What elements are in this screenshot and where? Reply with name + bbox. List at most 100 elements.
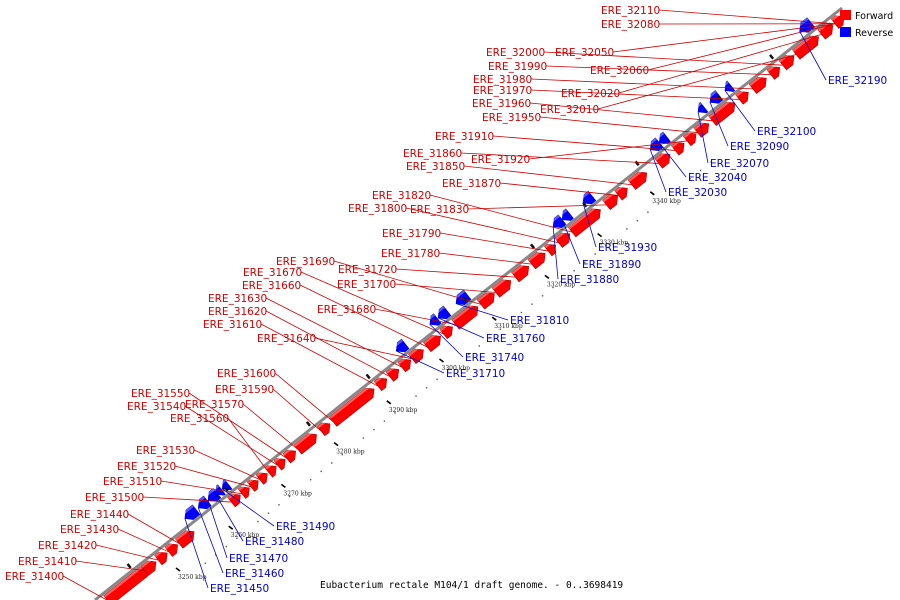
gene-label[interactable]: ERE_31560 [170,413,229,425]
gene-label[interactable]: ERE_31640 [257,333,316,345]
gene-label[interactable]: ERE_31490 [276,521,335,533]
forward-label-ere-31690[interactable]: ERE_31690 [276,256,335,268]
gene-label[interactable]: ERE_31860 [403,148,462,160]
forward-label-ere-31510[interactable]: ERE_31510 [103,476,162,488]
reverse-label-ere-31760[interactable]: ERE_31760 [486,333,545,345]
gene-label[interactable]: ERE_31420 [38,540,97,552]
forward-label-ere-31590[interactable]: ERE_31590 [215,384,274,396]
gene-label[interactable]: ERE_31760 [486,333,545,345]
forward-label-ere-31610[interactable]: ERE_31610 [203,319,262,331]
gene-label[interactable]: ERE_31820 [372,190,431,202]
gene-label[interactable]: ERE_31470 [229,553,288,565]
reverse-label-ere-31890[interactable]: ERE_31890 [582,259,641,271]
forward-label-ere-31950[interactable]: ERE_31950 [482,112,541,124]
gene-label[interactable]: ERE_32060 [590,65,649,77]
forward-label-ere-31830[interactable]: ERE_31830 [410,204,469,216]
reverse-label-ere-32090[interactable]: ERE_32090 [730,141,789,153]
gene-label[interactable]: ERE_31720 [338,264,397,276]
reverse-label-ere-31490[interactable]: ERE_31490 [276,521,335,533]
gene-label[interactable]: ERE_31590 [215,384,274,396]
gene-label[interactable]: ERE_31990 [488,61,547,73]
gene-label[interactable]: ERE_32070 [710,158,769,170]
gene-label[interactable]: ERE_31530 [136,445,195,457]
gene-label[interactable]: ERE_31550 [131,388,190,400]
gene-label[interactable]: ERE_31460 [225,568,284,580]
forward-label-ere-31530[interactable]: ERE_31530 [136,445,195,457]
forward-label-ere-31680[interactable]: ERE_31680 [317,304,376,316]
forward-label-ere-31990[interactable]: ERE_31990 [488,61,547,73]
gene-label[interactable]: ERE_31910 [435,131,494,143]
forward-label-ere-31640[interactable]: ERE_31640 [257,333,316,345]
gene-label[interactable]: ERE_31520 [117,461,176,473]
reverse-label-ere-32040[interactable]: ERE_32040 [688,172,747,184]
gene-label[interactable]: ERE_31570 [185,399,244,411]
forward-label-ere-32010[interactable]: ERE_32010 [540,104,599,116]
reverse-label-ere-31740[interactable]: ERE_31740 [465,352,524,364]
gene-label[interactable]: ERE_31880 [560,274,619,286]
gene-label[interactable]: ERE_31690 [276,256,335,268]
forward-label-ere-31910[interactable]: ERE_31910 [435,131,494,143]
forward-label-ere-31850[interactable]: ERE_31850 [406,161,465,173]
forward-label-ere-32060[interactable]: ERE_32060 [590,65,649,77]
gene-label[interactable]: ERE_31440 [70,509,129,521]
gene-label[interactable]: ERE_32090 [730,141,789,153]
forward-label-ere-32080[interactable]: ERE_32080 [601,19,660,31]
forward-label-ere-31720[interactable]: ERE_31720 [338,264,397,276]
forward-label-ere-31870[interactable]: ERE_31870 [442,178,501,190]
gene-label[interactable]: ERE_32020 [561,88,620,100]
reverse-label-ere-31460[interactable]: ERE_31460 [225,568,284,580]
gene-label[interactable]: ERE_31970 [473,85,532,97]
gene-label[interactable]: ERE_31960 [472,98,531,110]
gene-label[interactable]: ERE_31400 [5,571,64,583]
forward-label-ere-31660[interactable]: ERE_31660 [242,280,301,292]
forward-label-ere-31570[interactable]: ERE_31570 [185,399,244,411]
gene-label[interactable]: ERE_31680 [317,304,376,316]
forward-label-ere-31820[interactable]: ERE_31820 [372,190,431,202]
reverse-label-ere-31480[interactable]: ERE_31480 [245,536,304,548]
forward-label-ere-31920[interactable]: ERE_31920 [471,154,530,166]
gene-label[interactable]: ERE_31980 [473,74,532,86]
reverse-label-ere-31930[interactable]: ERE_31930 [598,242,657,254]
reverse-label-ere-31450[interactable]: ERE_31450 [210,583,269,595]
gene-label[interactable]: ERE_32080 [601,19,660,31]
forward-label-ere-31550[interactable]: ERE_31550 [131,388,190,400]
gene-label[interactable]: ERE_31660 [242,280,301,292]
forward-label-ere-31440[interactable]: ERE_31440 [70,509,129,521]
reverse-label-ere-32030[interactable]: ERE_32030 [668,187,727,199]
gene-label[interactable]: ERE_32010 [540,104,599,116]
gene-label[interactable]: ERE_31480 [245,536,304,548]
reverse-label-ere-32100[interactable]: ERE_32100 [757,126,816,138]
gene-label[interactable]: ERE_31670 [243,267,302,279]
forward-label-ere-31540[interactable]: ERE_31540 [127,401,186,413]
gene-label[interactable]: ERE_31780 [381,248,440,260]
gene-label[interactable]: ERE_31870 [442,178,501,190]
forward-label-ere-32050[interactable]: ERE_32050 [555,47,614,59]
reverse-label-ere-32190[interactable]: ERE_32190 [828,75,887,87]
gene-label[interactable]: ERE_32040 [688,172,747,184]
reverse-label-ere-31880[interactable]: ERE_31880 [560,274,619,286]
forward-label-ere-31790[interactable]: ERE_31790 [382,228,441,240]
gene-label[interactable]: ERE_31510 [103,476,162,488]
reverse-label-ere-31470[interactable]: ERE_31470 [229,553,288,565]
gene-label[interactable]: ERE_31430 [60,524,119,536]
gene-label[interactable]: ERE_31600 [217,368,276,380]
forward-label-ere-32110[interactable]: ERE_32110 [601,5,660,17]
gene-label[interactable]: ERE_31630 [208,293,267,305]
forward-label-ere-32020[interactable]: ERE_32020 [561,88,620,100]
gene-label[interactable]: ERE_31950 [482,112,541,124]
gene-label[interactable]: ERE_31800 [348,203,407,215]
gene-label[interactable]: ERE_31540 [127,401,186,413]
gene-label[interactable]: ERE_31930 [598,242,657,254]
gene-label[interactable]: ERE_31830 [410,204,469,216]
gene-label[interactable]: ERE_31620 [208,306,267,318]
forward-label-ere-31620[interactable]: ERE_31620 [208,306,267,318]
forward-label-ere-31560[interactable]: ERE_31560 [170,413,229,425]
gene-label[interactable]: ERE_31500 [85,492,144,504]
gene-label[interactable]: ERE_31790 [382,228,441,240]
gene-label[interactable]: ERE_32000 [486,47,545,59]
gene-label[interactable]: ERE_31890 [582,259,641,271]
forward-label-ere-31400[interactable]: ERE_31400 [5,571,64,583]
forward-label-ere-31430[interactable]: ERE_31430 [60,524,119,536]
forward-label-ere-31670[interactable]: ERE_31670 [243,267,302,279]
gene-label[interactable]: ERE_31700 [337,279,396,291]
